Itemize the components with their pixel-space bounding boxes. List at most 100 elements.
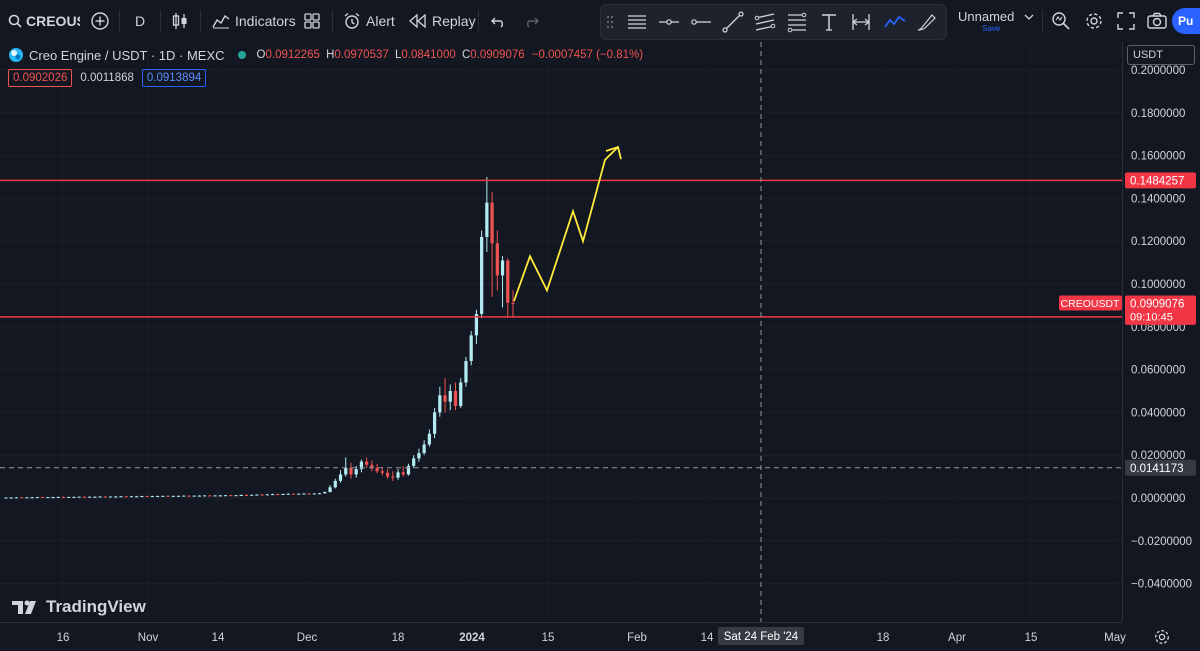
fib-retracement-icon[interactable] <box>785 10 809 34</box>
candle <box>260 493 264 496</box>
toolbar-divider <box>332 10 333 32</box>
high-label: H <box>326 49 335 61</box>
candle <box>323 491 327 494</box>
publish-button[interactable]: Pu <box>1172 8 1200 34</box>
layout-name-button[interactable]: Unnamed Save <box>958 8 1038 36</box>
alert-button[interactable]: Alert <box>343 0 395 42</box>
candle <box>459 378 463 409</box>
time-tick-label: 2024 <box>459 632 485 644</box>
chart-type-button[interactable] <box>171 0 189 42</box>
chevron-down-icon <box>1024 14 1034 20</box>
symbol-search[interactable]: CREOUSDT <box>8 9 80 33</box>
compare-button[interactable] <box>90 0 110 42</box>
undo-button[interactable] <box>491 0 507 42</box>
candle-body <box>401 472 405 475</box>
candle <box>51 496 55 499</box>
candle-body <box>485 202 489 237</box>
time-axis[interactable]: 16 Nov 14 Dec 18 2024 15 Feb 14 18 Apr 15 May Sat 24 … <box>0 622 1126 646</box>
time-tick-label: 18 <box>392 632 405 644</box>
candle-body <box>349 468 353 475</box>
layouts-button[interactable] <box>304 0 320 42</box>
candle <box>270 493 275 496</box>
time-tick-label: 18 <box>877 632 890 644</box>
text-tool-icon[interactable] <box>817 10 841 34</box>
price-chart[interactable]: 0.2000000 0.1800000 0.1600000 0.1400000 0.12… <box>0 42 1200 651</box>
candles-group <box>4 177 515 499</box>
indicators-label: Indicators <box>235 13 296 29</box>
level-price-tag <box>1125 172 1196 189</box>
candle-body <box>9 497 13 499</box>
candle-body <box>432 412 437 434</box>
candle <box>197 495 202 497</box>
candle <box>422 440 426 456</box>
symbol-tag-label: CREOUSDT <box>1061 298 1121 310</box>
toolbar-divider <box>160 10 161 32</box>
path-tool-icon[interactable] <box>883 10 907 34</box>
parallel-channel-icon[interactable] <box>753 10 777 34</box>
toolbar-divider <box>200 10 201 32</box>
candle-body <box>171 495 175 497</box>
price-tick-label: 0.0200000 <box>1131 450 1185 462</box>
candle <box>448 384 452 411</box>
candle <box>35 496 39 499</box>
candle-body <box>234 495 238 497</box>
symbol-tag <box>1059 295 1122 311</box>
candle <box>365 457 369 469</box>
horizontal-line-icon[interactable] <box>657 10 681 34</box>
price-tick-label: 0.0000000 <box>1131 493 1185 505</box>
candle-body <box>192 495 196 497</box>
candle-body <box>511 302 515 304</box>
candle <box>333 478 337 489</box>
horizontal-ray-icon[interactable] <box>689 10 713 34</box>
redo-button[interactable] <box>523 0 539 42</box>
symbol-title[interactable]: Creo Engine / USDT · 1D · MEXC <box>29 47 225 63</box>
candle <box>401 465 405 477</box>
price-axis[interactable]: 0.2000000 0.1800000 0.1600000 0.1400000 0.12… <box>1059 42 1200 651</box>
candle-body <box>98 496 102 498</box>
candle-body <box>459 382 463 406</box>
currency-button[interactable]: USDT <box>1127 45 1195 65</box>
candle-body <box>281 493 285 495</box>
chart-background <box>0 42 1200 651</box>
candle-body <box>103 496 107 498</box>
candle <box>218 495 222 497</box>
sell-price-button[interactable]: 0.0902026 <box>8 69 73 87</box>
replay-button[interactable]: Replay <box>409 0 476 42</box>
tradingview-logo[interactable]: TradingView <box>12 597 146 617</box>
candle <box>208 495 212 497</box>
parallel-lines-icon[interactable] <box>625 10 649 34</box>
candle <box>244 494 249 497</box>
price-tick-label: 0.1000000 <box>1131 279 1185 291</box>
snapshot-button[interactable] <box>1147 0 1167 42</box>
drag-handle-icon[interactable] <box>605 10 615 34</box>
candle <box>286 493 290 495</box>
currency-label: USDT <box>1133 49 1163 61</box>
candle <box>108 496 113 498</box>
candle-body <box>35 497 39 499</box>
candle-body <box>474 313 479 336</box>
ohlc-values: O0.0912265 H0.0970537 L0.0841000 C0.0909… <box>257 49 644 61</box>
projection-path[interactable] <box>513 146 619 302</box>
trend-line-icon[interactable] <box>721 10 745 34</box>
indicators-button[interactable]: Indicators <box>212 0 296 42</box>
candle <box>312 493 317 495</box>
brush-icon[interactable] <box>915 10 939 34</box>
measure-icon[interactable] <box>849 10 873 34</box>
candle-body <box>176 495 181 497</box>
buy-price-button[interactable]: 0.0913894 <box>141 69 207 87</box>
change-value: −0.0007457 (−0.81%) <box>531 49 644 61</box>
market-status-dot-icon <box>237 50 247 60</box>
settings-button[interactable] <box>1084 0 1104 42</box>
interval-button[interactable]: D <box>135 0 145 42</box>
fullscreen-button[interactable] <box>1117 0 1135 42</box>
candle <box>72 496 76 498</box>
chart-legend: Creo Engine / USDT · 1D · MEXC O0.091226… <box>8 46 643 64</box>
candle <box>276 493 280 496</box>
candle-body <box>506 260 510 303</box>
candle <box>93 496 97 498</box>
axis-settings-button[interactable] <box>1153 628 1171 646</box>
candle <box>506 258 510 319</box>
candle-body <box>140 496 144 498</box>
candle <box>161 495 165 497</box>
quick-search-button[interactable] <box>1051 0 1071 42</box>
